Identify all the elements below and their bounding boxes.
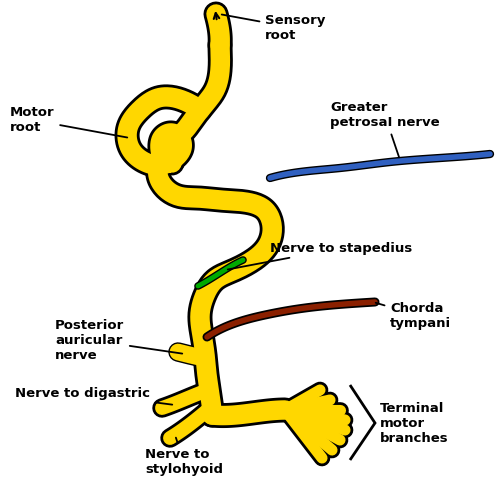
Text: Chorda
tympani: Chorda tympani <box>376 302 451 330</box>
Text: Sensory
root: Sensory root <box>222 14 325 42</box>
Text: Terminal
motor
branches: Terminal motor branches <box>380 402 448 445</box>
Text: Nerve to stapedius: Nerve to stapedius <box>228 242 412 270</box>
Text: Posterior
auricular
nerve: Posterior auricular nerve <box>55 319 182 362</box>
Text: Greater
petrosaI nerve: Greater petrosaI nerve <box>330 101 439 158</box>
Text: Motor
root: Motor root <box>10 106 127 137</box>
Text: Nerve to digastric: Nerve to digastric <box>15 386 172 405</box>
Text: Nerve to
stylohyoid: Nerve to stylohyoid <box>145 438 223 476</box>
